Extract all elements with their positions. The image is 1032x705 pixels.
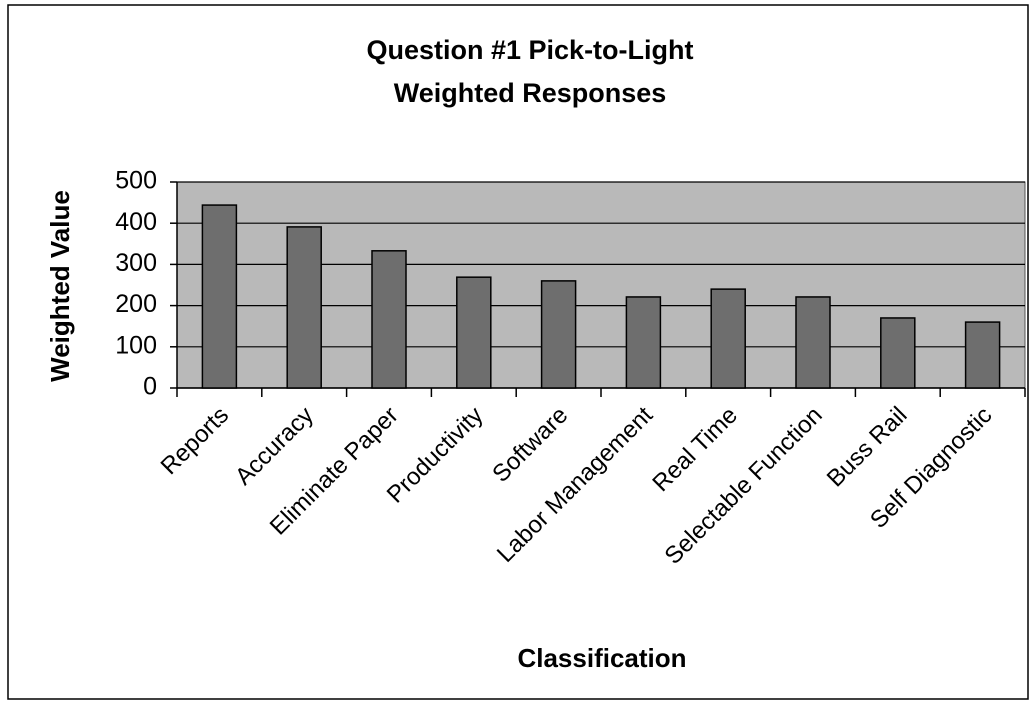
bar — [540, 280, 577, 389]
bar — [371, 250, 407, 389]
bar — [286, 226, 322, 389]
bar — [880, 317, 916, 389]
chart-title: Question #1 Pick-to-Light — [366, 35, 693, 65]
bar — [456, 276, 492, 389]
bar — [795, 296, 831, 389]
bar — [625, 296, 662, 389]
bar — [964, 321, 1001, 389]
y-tick-label: 400 — [115, 208, 157, 236]
y-tick-label: 200 — [115, 290, 157, 318]
y-tick-label: 100 — [115, 331, 157, 359]
x-axis-title: Classification — [517, 643, 686, 673]
y-tick-label: 0 — [143, 373, 157, 401]
y-tick-label: 500 — [115, 167, 157, 195]
y-tick-label: 300 — [115, 249, 157, 277]
bar — [201, 204, 238, 389]
chart-title: Weighted Responses — [394, 78, 667, 108]
y-axis-title: Weighted Value — [45, 190, 75, 382]
bar — [710, 288, 746, 389]
